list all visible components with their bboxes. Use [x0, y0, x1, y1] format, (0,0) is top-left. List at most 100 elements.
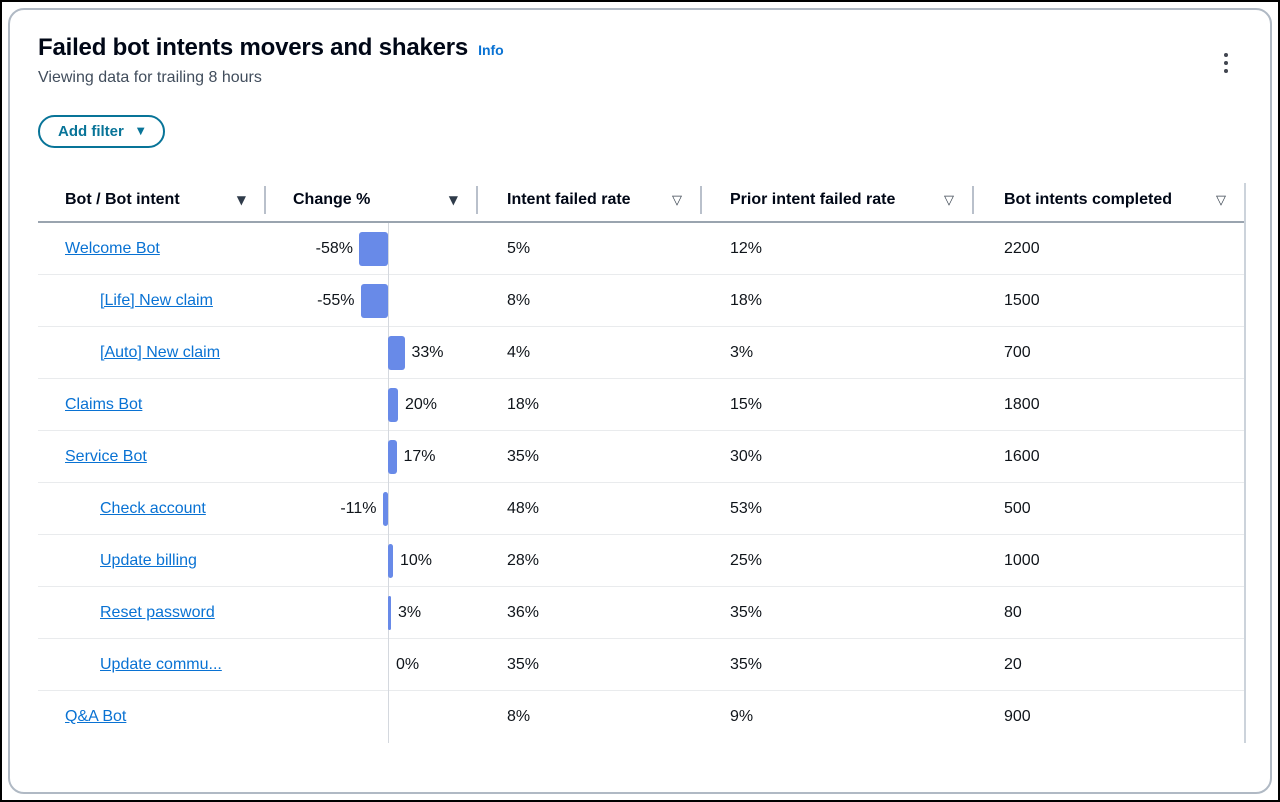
- sort-triangle-outline-icon: ▽: [1216, 192, 1226, 208]
- intent-failed-rate-cell: 36%: [478, 587, 702, 638]
- intent-link[interactable]: Update billing: [100, 551, 197, 569]
- intent-failed-rate-cell: 8%: [478, 691, 702, 743]
- bot-intents-completed-value: 1500: [1004, 291, 1040, 309]
- table-row: Claims Bot 20% 18% 15% 1800: [38, 379, 1246, 431]
- movers-table: Bot / Bot intent ▼ Change % ▼ Intent failed …: [38, 179, 1246, 743]
- prior-intent-failed-rate-value: 35%: [730, 655, 763, 673]
- table-row: Service Bot 17% 35% 30% 1600: [38, 431, 1246, 483]
- intent-link[interactable]: [Auto] New claim: [100, 343, 221, 361]
- table-row: [Life] New claim -55% 8% 18% 1500: [38, 275, 1246, 327]
- bot-intents-completed-value: 80: [1004, 603, 1022, 621]
- prior-intent-failed-rate-value: 3%: [730, 343, 754, 361]
- table-row: Welcome Bot -58% 5% 12% 2200: [38, 223, 1246, 275]
- bot-intent-cell: Reset password: [38, 587, 266, 638]
- column-header-bot-bot-intent[interactable]: Bot / Bot intent ▼: [38, 179, 266, 221]
- bot-intent-cell: Update billing: [38, 535, 266, 586]
- bot-intent-cell: Service Bot: [38, 431, 266, 482]
- intent-failed-rate-value: 28%: [507, 551, 540, 569]
- prior-intent-failed-rate-value: 35%: [730, 603, 763, 621]
- info-link[interactable]: Info: [478, 42, 504, 58]
- change-cell: 17%: [266, 431, 478, 482]
- prior-intent-failed-rate-cell: 30%: [702, 431, 974, 482]
- change-bar: [359, 231, 388, 266]
- bot-intents-completed-value: 1800: [1004, 395, 1040, 413]
- bot-intents-completed-value: 500: [1004, 499, 1031, 517]
- page-title: Failed bot intents movers and shakers: [38, 34, 469, 61]
- intent-failed-rate-cell: 4%: [478, 327, 702, 378]
- bot-intents-completed-cell: 1600: [974, 431, 1246, 482]
- intent-failed-rate-value: 18%: [507, 395, 540, 413]
- bot-link[interactable]: Claims Bot: [65, 395, 143, 413]
- bot-intent-cell: Welcome Bot: [38, 223, 266, 274]
- intent-link[interactable]: Check account: [100, 499, 206, 517]
- bot-intents-completed-cell: 1500: [974, 275, 1246, 326]
- intent-failed-rate-cell: 28%: [478, 535, 702, 586]
- change-cell: -55%: [266, 275, 478, 326]
- change-bar: [388, 595, 391, 630]
- bot-intent-cell: Q&A Bot: [38, 691, 266, 743]
- change-value-label: -58%: [315, 239, 353, 257]
- bot-link[interactable]: Welcome Bot: [65, 239, 160, 257]
- change-value-label: 20%: [405, 395, 438, 413]
- change-cell: 3%: [266, 587, 478, 638]
- change-bar: [388, 387, 398, 422]
- sort-triangle-outline-icon: ▽: [672, 192, 682, 208]
- change-bar: [360, 283, 388, 318]
- intent-link[interactable]: [Life] New claim: [100, 291, 213, 309]
- bot-link[interactable]: Service Bot: [65, 447, 147, 465]
- intent-failed-rate-value: 48%: [507, 499, 540, 517]
- change-cell: 10%: [266, 535, 478, 586]
- add-filter-label: Add filter: [58, 123, 124, 140]
- intent-failed-rate-value: 36%: [507, 603, 540, 621]
- prior-intent-failed-rate-cell: 9%: [702, 691, 974, 743]
- intent-link[interactable]: Reset password: [100, 603, 215, 621]
- subtitle: Viewing data for trailing 8 hours: [38, 69, 262, 86]
- change-value-label: 0%: [396, 655, 420, 673]
- change-cell: 0%: [266, 639, 478, 690]
- intent-failed-rate-cell: 35%: [478, 431, 702, 482]
- widget-card: Failed bot intents movers and shakers In…: [8, 8, 1272, 794]
- column-header-label: Bot / Bot intent: [65, 191, 180, 208]
- table-body: Welcome Bot -58% 5% 12% 2200 [Life] New claim…: [38, 223, 1246, 743]
- column-header-change-[interactable]: Change % ▼: [266, 179, 478, 221]
- bot-intent-cell: Claims Bot: [38, 379, 266, 430]
- bot-link[interactable]: Q&A Bot: [65, 708, 127, 725]
- column-header-bot-intents-completed[interactable]: Bot intents completed ▽: [974, 179, 1246, 221]
- bot-intents-completed-cell: 2200: [974, 223, 1246, 274]
- kebab-menu-icon: [1224, 69, 1228, 73]
- intent-link[interactable]: Update commu...: [100, 655, 222, 673]
- change-cell: 33%: [266, 327, 478, 378]
- bot-intent-cell: Update commu...: [38, 639, 266, 690]
- bot-intents-completed-cell: 1800: [974, 379, 1246, 430]
- prior-intent-failed-rate-value: 18%: [730, 291, 763, 309]
- intent-failed-rate-value: 8%: [507, 708, 531, 725]
- column-header-prior-intent-failed-rate[interactable]: Prior intent failed rate ▽: [702, 179, 974, 221]
- table-row: Reset password 3% 36% 35% 80: [38, 587, 1246, 639]
- change-cell: [266, 691, 478, 743]
- add-filter-button[interactable]: Add filter ▼: [38, 115, 165, 148]
- prior-intent-failed-rate-cell: 15%: [702, 379, 974, 430]
- bot-intents-completed-cell: 500: [974, 483, 1246, 534]
- bot-intents-completed-cell: 700: [974, 327, 1246, 378]
- change-cell: -58%: [266, 223, 478, 274]
- column-header-label: Prior intent failed rate: [730, 191, 896, 208]
- bot-intents-completed-value: 20: [1004, 655, 1022, 673]
- chevron-down-icon: ▼: [136, 126, 145, 137]
- kebab-menu-icon: [1224, 53, 1228, 57]
- prior-intent-failed-rate-value: 25%: [730, 551, 763, 569]
- change-value-label: -11%: [340, 499, 377, 517]
- intent-failed-rate-cell: 5%: [478, 223, 702, 274]
- prior-intent-failed-rate-value: 12%: [730, 239, 763, 257]
- column-header-intent-failed-rate[interactable]: Intent failed rate ▽: [478, 179, 702, 221]
- prior-intent-failed-rate-cell: 35%: [702, 639, 974, 690]
- intent-failed-rate-value: 35%: [507, 447, 540, 465]
- bot-intents-completed-cell: 20: [974, 639, 1246, 690]
- intent-failed-rate-value: 8%: [507, 291, 531, 309]
- column-header-label: Change %: [293, 191, 371, 208]
- change-cell: -11%: [266, 483, 478, 534]
- sort-triangle-filled-icon: ▼: [236, 193, 246, 207]
- intent-failed-rate-value: 5%: [507, 239, 531, 257]
- bot-intents-completed-value: 2200: [1004, 239, 1040, 257]
- kebab-menu-button[interactable]: [1212, 48, 1240, 78]
